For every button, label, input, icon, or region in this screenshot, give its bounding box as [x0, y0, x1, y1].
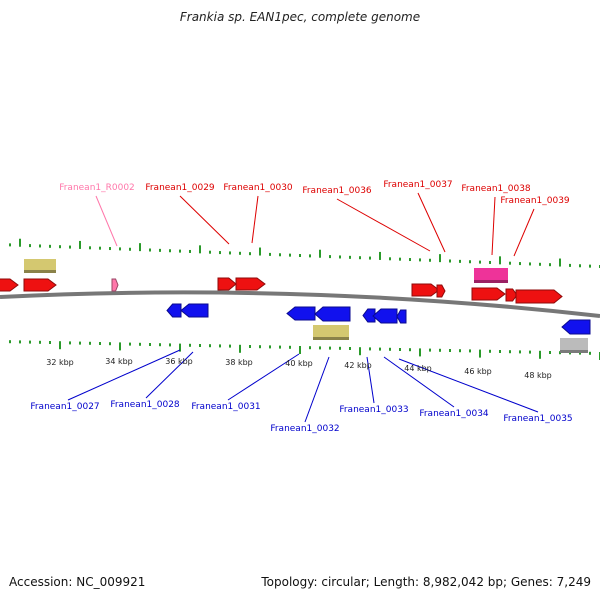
gene-label: Franean1_R0002 — [59, 183, 135, 193]
gene-reverse — [396, 309, 407, 324]
gene-other-shadow — [560, 350, 588, 353]
accession-label: Accession: NC_009921 — [9, 575, 146, 589]
leader-line — [145, 351, 194, 399]
scale-label: 44 kbp — [404, 364, 432, 373]
genome-axis — [0, 290, 600, 318]
gene-label: Franean1_0036 — [302, 186, 372, 196]
gene-pseudo — [313, 325, 349, 340]
gene-label: Franean1_0031 — [191, 402, 260, 412]
gene-pseudo-shadow — [24, 270, 56, 273]
gene-forward — [411, 283, 440, 297]
gene-reverse — [372, 308, 398, 324]
gene-reverse — [314, 306, 351, 322]
leader-line — [417, 192, 446, 253]
leader-line — [95, 195, 118, 247]
gene-forward — [471, 287, 506, 301]
gene-label: Franean1_0028 — [110, 400, 180, 410]
gene-forward — [217, 277, 237, 291]
gene-pseudo-shadow — [313, 337, 349, 340]
scale-label: 42 kbp — [344, 361, 372, 370]
scale-labels: 32 kbp 34 kbp 36 kbp 38 kbp 40 kbp 42 kbp 44 k… — [46, 357, 552, 380]
gene-forward — [515, 289, 563, 304]
gene-label: Franean1_0032 — [270, 424, 339, 434]
gene-label: Franean1_0039 — [500, 196, 570, 206]
scale-label: 40 kbp — [285, 359, 313, 368]
gene-misc — [474, 268, 508, 283]
gene-other — [560, 338, 588, 353]
scale-label: 46 kbp — [464, 367, 492, 376]
scale-label: 36 kbp — [165, 357, 193, 366]
gene-reverse — [180, 303, 209, 318]
gene-labels-top: Franean1_R0002 Franean1_0029 Franean1_0030… — [59, 180, 570, 206]
gene-label: Franean1_0027 — [30, 402, 99, 412]
gene-rna — [111, 278, 119, 292]
leader-line — [366, 356, 375, 404]
tick-row-top — [9, 238, 600, 268]
gene-forward — [0, 278, 19, 292]
gene-label: Franean1_0035 — [503, 414, 572, 424]
genome-title: Frankia sp. EAN1pec, complete genome — [179, 10, 421, 24]
gene-reverse — [286, 306, 316, 321]
gene-reverse — [362, 308, 376, 323]
gene-label: Franean1_0029 — [145, 183, 215, 193]
gene-misc-shadow — [474, 280, 508, 283]
gene-pseudo — [24, 259, 56, 273]
tick-row-bottom — [9, 340, 600, 360]
gene-forward — [235, 277, 266, 291]
label-leader-lines — [67, 192, 539, 423]
scale-label: 48 kbp — [524, 371, 552, 380]
leader-line — [67, 349, 181, 401]
leader-line — [227, 353, 300, 401]
scale-label: 38 kbp — [225, 358, 253, 367]
scale-label: 32 kbp — [46, 358, 74, 367]
leader-line — [491, 196, 496, 256]
scale-label: 34 kbp — [105, 357, 133, 366]
gene-reverse — [166, 303, 182, 318]
leader-line — [398, 358, 539, 413]
gene-forward — [436, 284, 446, 298]
leader-line — [304, 356, 330, 423]
leader-line — [383, 356, 455, 408]
gene-label: Franean1_0038 — [461, 184, 531, 194]
leader-line — [179, 195, 230, 245]
gene-forward — [505, 288, 518, 302]
topology-label: Topology: circular; Length: 8,982,042 bp… — [261, 575, 591, 589]
gene-label: Franean1_0030 — [223, 183, 293, 193]
gene-forward — [23, 278, 57, 292]
gene-label: Franean1_0034 — [419, 409, 489, 419]
leader-line — [336, 198, 431, 252]
leader-line — [251, 195, 259, 244]
gene-label: Franean1_0033 — [339, 405, 408, 415]
feature-track — [0, 259, 591, 353]
gene-reverse — [561, 319, 591, 335]
leader-line — [513, 208, 535, 257]
gene-label: Franean1_0037 — [383, 180, 452, 190]
gene-labels-bottom: Franean1_0027 Franean1_0028 Franean1_0031 F… — [30, 400, 572, 434]
